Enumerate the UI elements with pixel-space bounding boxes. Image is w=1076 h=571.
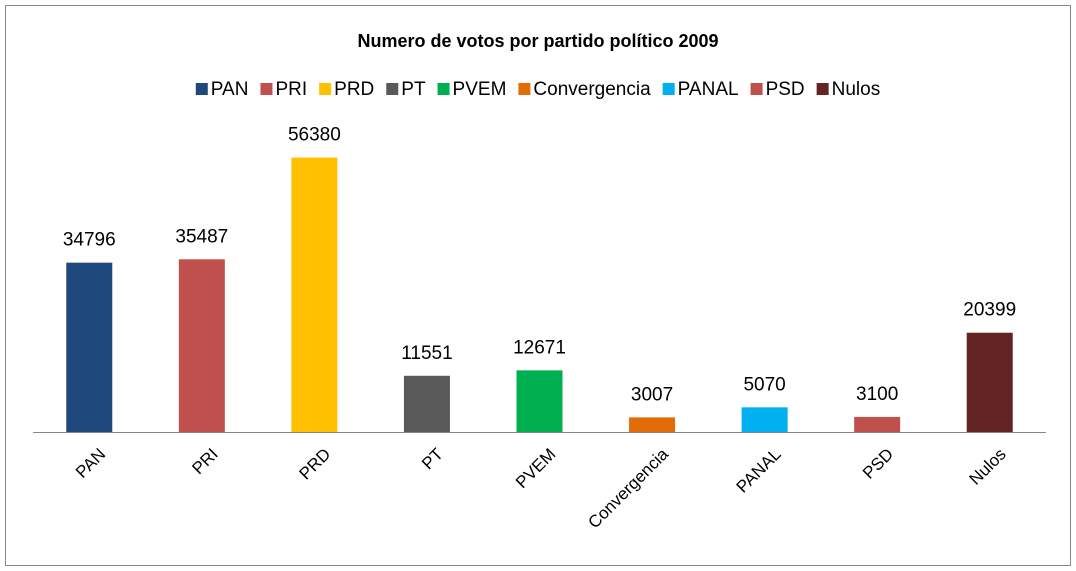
bar — [66, 262, 113, 432]
legend-swatch — [319, 83, 332, 95]
legend-swatch — [816, 83, 829, 95]
legend-swatch — [662, 83, 675, 95]
legend-label: PRD — [334, 79, 374, 100]
value-label: 56380 — [288, 125, 341, 146]
legend-label: Convergencia — [533, 79, 651, 100]
legend-label: PVEM — [453, 79, 507, 100]
value-label: 5070 — [743, 374, 785, 395]
legend-swatch — [260, 83, 273, 95]
bar — [516, 370, 563, 432]
bar — [291, 157, 338, 432]
value-label: 3007 — [631, 384, 673, 405]
legend-swatch — [750, 83, 763, 95]
legend-label: PSD — [766, 79, 805, 100]
legend-label: PT — [401, 79, 426, 100]
legend-label: PANAL — [678, 79, 739, 100]
legend-label: Nulos — [832, 79, 881, 100]
value-label: 12671 — [513, 337, 566, 358]
legend-swatch — [386, 83, 399, 95]
value-label: 34796 — [63, 230, 116, 251]
bar — [741, 407, 788, 432]
legend-label: PRI — [275, 79, 307, 100]
bar — [629, 417, 676, 432]
legend: PAN PRI PRD PT PVEM Convergencia PANAL PSD Nulos — [195, 79, 881, 100]
bar — [966, 332, 1013, 432]
legend-label: PAN — [211, 79, 249, 100]
value-label: 35487 — [175, 226, 228, 247]
legend-swatch — [437, 83, 450, 95]
value-label: 11551 — [401, 343, 452, 364]
value-label: 3100 — [856, 384, 898, 405]
bar — [403, 375, 450, 432]
bar — [854, 416, 901, 432]
bar — [178, 259, 225, 432]
legend-swatch — [195, 83, 208, 95]
legend-swatch — [518, 83, 531, 95]
value-label: 20399 — [963, 300, 1016, 321]
chart-title: Numero de votos por partido político 200… — [357, 31, 718, 51]
